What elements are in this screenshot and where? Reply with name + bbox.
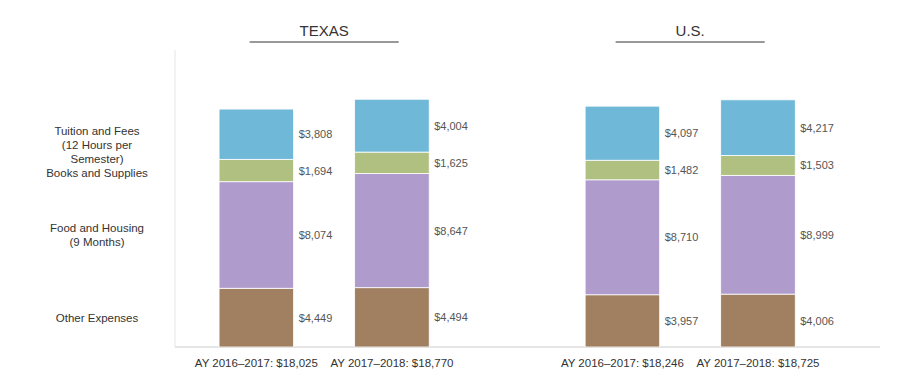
- bar-segment: [219, 109, 294, 159]
- bar-segment: [585, 180, 660, 295]
- data-label: $1,482: [665, 164, 699, 176]
- category-label: Other Expenses: [56, 312, 139, 324]
- bar-segment: [219, 159, 294, 181]
- data-labels: $4,449 $8,074 $1,694 $3,808 $4,494 $8,647 $1,6…: [299, 120, 834, 327]
- bar-segment: [355, 152, 430, 173]
- data-label: $3,957: [665, 315, 699, 327]
- bar-segment: [355, 288, 430, 347]
- data-label: $1,503: [800, 159, 834, 171]
- data-label: $4,449: [299, 312, 333, 324]
- data-label: $4,494: [434, 311, 468, 323]
- x-tick-label: AY 2017–2018: $18,770: [330, 357, 453, 369]
- bar-segment: [219, 288, 294, 347]
- group-title: TEXAS: [300, 22, 349, 39]
- bar-segment: [219, 182, 294, 289]
- category-label-line: (9 Months): [70, 236, 125, 248]
- bar-segment: [721, 175, 796, 294]
- category-label-line: Semester): [70, 153, 123, 165]
- group-title: U.S.: [676, 22, 705, 39]
- data-label: $4,004: [434, 120, 468, 132]
- bar-segment: [585, 295, 660, 347]
- data-label: $3,808: [299, 128, 333, 140]
- category-label-line: Food and Housing: [50, 222, 144, 234]
- bar-segment: [721, 100, 796, 156]
- bar-segment: [721, 294, 796, 347]
- data-label: $8,074: [299, 229, 333, 241]
- bar-segment: [585, 160, 660, 180]
- category-label-line: Other Expenses: [56, 312, 139, 324]
- x-tick-label: AY 2016–2017: $18,025: [195, 357, 318, 369]
- category-label-line: (12 Hours per: [62, 139, 132, 151]
- data-label: $1,694: [299, 165, 333, 177]
- data-label: $8,647: [434, 225, 468, 237]
- category-label: Tuition and Fees (12 Hours per Semester) Bo…: [46, 125, 148, 179]
- data-label: $4,006: [800, 315, 834, 327]
- x-tick-label: AY 2017–2018: $18,725: [696, 357, 819, 369]
- y-range-line: [175, 50, 176, 347]
- group-underline: [250, 42, 399, 43]
- x-tick-label: AY 2016–2017: $18,246: [561, 357, 684, 369]
- data-label: $8,999: [800, 229, 834, 241]
- data-label: $1,625: [434, 157, 468, 169]
- data-label: $8,710: [665, 231, 699, 243]
- data-label: $4,217: [800, 122, 834, 134]
- bar-segment: [721, 155, 796, 175]
- bars: [219, 99, 795, 347]
- bar-segment: [585, 106, 660, 160]
- category-label-line: Books and Supplies: [46, 167, 148, 179]
- category-label: Food and Housing (9 Months): [50, 222, 144, 248]
- bar-segment: [355, 99, 430, 152]
- chart: $4,449 $8,074 $1,694 $3,808 $4,494 $8,647 $1,6…: [0, 0, 900, 387]
- data-label: $4,097: [665, 127, 699, 139]
- category-label-line: Tuition and Fees: [54, 125, 139, 137]
- bar-segment: [355, 174, 430, 288]
- group-underline: [616, 42, 765, 43]
